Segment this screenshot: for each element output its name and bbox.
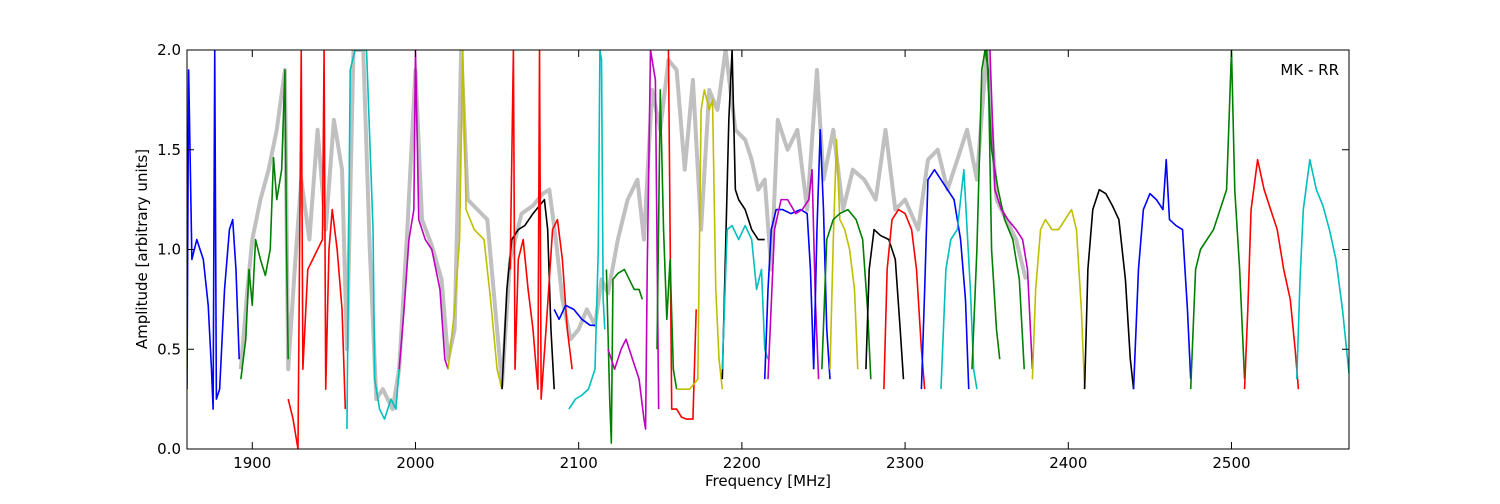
series-line-10 [605,268,644,444]
series-line-20 [829,138,859,370]
x-tick-label: 2000 [396,454,434,472]
x-tick-label: 2400 [1049,454,1087,472]
background-trace-fill [241,50,1026,449]
series-line-4 [398,50,449,370]
series-line-21 [821,208,872,380]
series-line-13 [656,89,678,390]
x-tick-label: 2300 [886,454,924,472]
y-tick-label: 2.0 [157,41,181,59]
y-tick-label: 1.5 [157,141,181,159]
background-trace-layer [238,50,1028,449]
series-line-31 [1132,158,1192,390]
y-tick-label: 0.5 [157,340,181,358]
series-line-32 [1189,50,1246,390]
series-line-34 [1295,158,1349,380]
y-axis-label: Amplitude [arbitrary units] [133,149,151,349]
x-tick-label: 2200 [723,454,761,472]
series-line-9 [568,50,606,410]
series-line-30 [1083,188,1135,390]
series-line-11 [607,50,660,430]
series-line-2 [287,50,347,449]
series-line-5 [447,50,503,390]
annotation-label: MK - RR [1280,61,1339,79]
series-line-22 [865,228,905,380]
x-tick-label: 2500 [1212,454,1250,472]
series-line-7 [509,50,573,400]
x-tick-label: 2100 [560,454,598,472]
background-trace-line [238,50,1028,412]
ticks-layer: 1900 2000 2100 2200 2300 2400 2500 0.0 0.5 1.0 1.5… [157,41,1349,472]
series-line-15 [721,50,765,380]
series-line-17 [763,208,815,380]
series-line-8 [553,304,596,327]
series-line-27 [985,50,1026,370]
x-tick-label: 1900 [233,454,271,472]
series-line-3 [346,50,400,430]
x-axis-label: Frequency [MHz] [705,472,831,490]
series-line-23 [883,208,926,390]
series-line-12 [667,50,697,420]
y-tick-label: 1.0 [157,241,181,259]
series-layer [187,50,1349,449]
series-line-19 [812,129,831,380]
y-tick-label: 0.0 [157,440,181,458]
series-line-0 [187,50,241,410]
series-line-16 [721,224,769,370]
series-line-24 [920,168,970,390]
series-line-1 [240,69,289,380]
series-line-14 [676,89,724,390]
series-line-28 [989,50,1034,370]
series-line-29 [1031,208,1086,390]
series-line-18 [767,168,820,380]
series-line-33 [1243,158,1300,390]
